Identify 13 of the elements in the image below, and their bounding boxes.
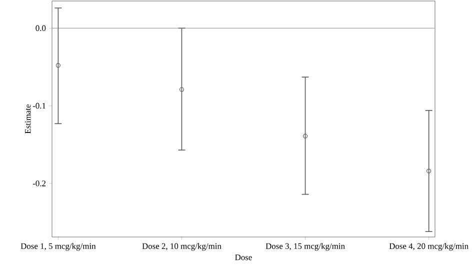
x-tick-label: Dose 4, 20 mcg/kg/min bbox=[389, 243, 468, 251]
x-tick-label: Dose 1, 5 mcg/kg/min bbox=[20, 243, 96, 251]
y-axis-title: Estimate bbox=[25, 104, 31, 134]
y-tick-label: -0.2 bbox=[32, 180, 46, 186]
point bbox=[302, 134, 308, 138]
point bbox=[179, 87, 184, 92]
y-tick-label: 0.0 bbox=[36, 25, 46, 32]
point bbox=[426, 168, 432, 174]
x-tick-label: Dose 3, 15 mcg/kg/min bbox=[266, 243, 345, 251]
x-tick-label: Dose 2, 10 mcg/kg/min bbox=[142, 243, 222, 251]
point bbox=[56, 63, 60, 68]
y-tick-label: -0.1 bbox=[32, 102, 46, 109]
x-axis-title: Dose bbox=[235, 254, 252, 260]
